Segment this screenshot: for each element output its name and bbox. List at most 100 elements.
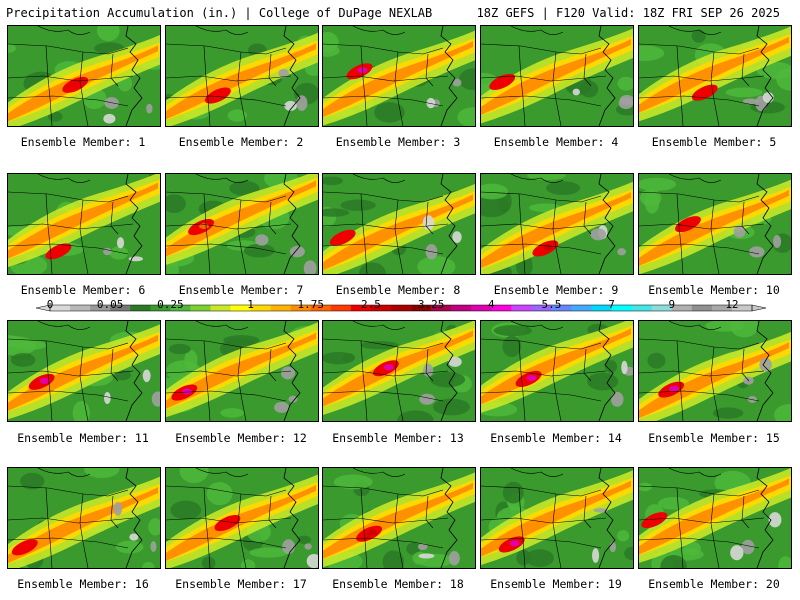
ensemble-member-map[interactable] <box>480 25 634 127</box>
coastline <box>598 321 616 421</box>
ensemble-member-label: Ensemble Member: 17 <box>175 577 307 591</box>
precip-max <box>526 374 537 381</box>
state-border <box>360 487 368 568</box>
dry-patch <box>621 360 628 375</box>
state-border <box>237 199 247 274</box>
coastline <box>125 468 143 568</box>
ensemble-member-map[interactable] <box>7 25 161 127</box>
state-border <box>552 51 562 126</box>
precip-patch <box>243 243 275 258</box>
precip-max <box>543 244 554 251</box>
ensemble-member-map[interactable] <box>322 320 476 422</box>
precip-patch <box>660 554 687 568</box>
ensemble-member-map[interactable] <box>322 467 476 569</box>
precip-max <box>73 80 84 87</box>
precip-patch <box>725 87 763 98</box>
ensemble-member-label: Ensemble Member: 20 <box>648 577 780 591</box>
dry-patch <box>129 533 139 541</box>
ensemble-member-map[interactable] <box>638 25 792 127</box>
precip-patch <box>429 371 466 388</box>
ensemble-member-label: Ensemble Member: 6 <box>20 283 146 297</box>
great-lakes-outline <box>352 174 406 183</box>
dry-patch <box>759 357 772 372</box>
precip-patch <box>20 472 45 490</box>
coastline <box>598 174 616 274</box>
precip-band-heavy <box>639 36 789 113</box>
state-border <box>45 340 53 421</box>
ensemble-member-map[interactable] <box>638 467 792 569</box>
ensemble-member-map[interactable] <box>480 467 634 569</box>
precip-patch <box>624 546 633 561</box>
dry-patch <box>278 68 289 78</box>
ensemble-member-map[interactable] <box>7 467 161 569</box>
precip-max <box>383 364 394 371</box>
great-lakes-outline <box>668 468 722 477</box>
state-border <box>268 495 277 529</box>
state-border <box>481 75 607 82</box>
ensemble-member-map[interactable] <box>165 173 319 275</box>
precip-patch <box>323 31 339 53</box>
precip-patch <box>240 559 256 568</box>
precip-patch <box>340 199 376 211</box>
state-border <box>639 370 765 377</box>
precip-patch <box>382 550 405 568</box>
ensemble-member-map[interactable] <box>165 467 319 569</box>
precip-patch <box>227 109 247 122</box>
precip-patch <box>249 547 289 558</box>
state-border <box>481 223 607 230</box>
precip-patch <box>683 541 701 556</box>
precip-patch <box>778 556 791 568</box>
state-border <box>360 193 368 274</box>
colorbar-swatch <box>110 305 131 311</box>
dry-patch <box>452 231 462 244</box>
dry-patch <box>590 228 607 241</box>
colorbar-swatch <box>631 305 653 311</box>
state-border <box>425 495 434 529</box>
dry-patch <box>572 88 580 96</box>
great-lakes-outline <box>37 321 91 330</box>
state-border <box>268 201 277 235</box>
precip-patch <box>206 481 233 506</box>
precip-patch <box>525 549 554 567</box>
ensemble-member-map[interactable] <box>165 25 319 127</box>
colorbar-swatch <box>270 305 291 311</box>
state-border <box>110 348 119 382</box>
dry-patch <box>289 245 305 258</box>
dry-patch <box>146 103 153 114</box>
ensemble-member-map[interactable] <box>322 25 476 127</box>
colorbar-swatch <box>611 305 632 311</box>
precip-patch <box>546 181 581 196</box>
state-border <box>481 370 607 377</box>
state-border <box>323 243 444 255</box>
ensemble-member-label: Ensemble Member: 15 <box>648 431 780 445</box>
state-border <box>552 199 562 274</box>
coastline <box>598 26 616 126</box>
ensemble-member-map[interactable] <box>7 173 161 275</box>
state-border <box>481 243 602 255</box>
precip-patch <box>142 561 155 568</box>
great-lakes-outline <box>510 468 564 477</box>
ensemble-member-map[interactable] <box>480 173 634 275</box>
ensemble-member-map[interactable] <box>638 173 792 275</box>
ensemble-member-map[interactable] <box>322 173 476 275</box>
ensemble-member-map[interactable] <box>165 320 319 422</box>
state-border <box>710 493 720 568</box>
coastline <box>440 174 458 274</box>
ensemble-member-label: Ensemble Member: 12 <box>175 431 307 445</box>
state-border <box>394 199 404 274</box>
dry-patch <box>610 391 624 407</box>
state-border <box>323 95 444 107</box>
state-border <box>8 390 129 402</box>
precip-patch <box>639 482 652 492</box>
state-border <box>166 75 292 82</box>
colorbar-tick-label: 0 <box>46 298 54 311</box>
colorbar-swatch <box>551 305 572 311</box>
precip-max <box>367 529 378 536</box>
ensemble-member-map[interactable] <box>7 320 161 422</box>
ensemble-member-map[interactable] <box>638 320 792 422</box>
ensemble-member-map[interactable] <box>480 320 634 422</box>
great-lakes-outline <box>668 321 722 330</box>
precip-patch <box>776 67 791 91</box>
dry-patch <box>151 391 160 407</box>
precip-patch <box>616 530 630 542</box>
